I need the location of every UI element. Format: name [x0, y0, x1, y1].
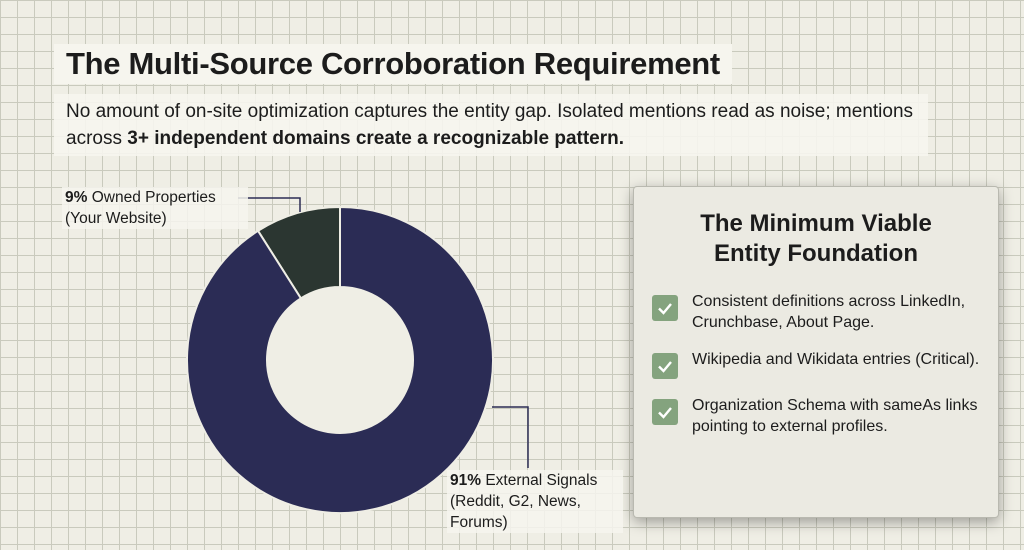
check-mark	[658, 361, 672, 373]
value-label: 91%	[450, 472, 482, 489]
panel: The Minimum Viable Entity Foundation Con…	[633, 186, 999, 518]
checklist-item: Wikipedia and Wikidata entries (Critical…	[652, 349, 982, 379]
leader-line	[238, 197, 301, 212]
item-text: Wikipedia and Wikidata entries (Critical…	[692, 351, 980, 368]
checklist: Consistent definitions across LinkedIn, …	[634, 291, 998, 437]
checklist-item: Organization Schema with sameAs links po…	[652, 395, 982, 437]
segment-label: 91% External Signals (Reddit, G2, News, …	[447, 470, 623, 533]
check-mark	[658, 303, 672, 315]
category-label: External Signals (Reddit, G2, News, Foru…	[450, 472, 598, 531]
checkbox-icon	[652, 295, 678, 321]
title: The Multi-Source Corroboration Requireme…	[54, 44, 732, 84]
item-text: Consistent definitions across LinkedIn, …	[692, 293, 966, 331]
donut-hole	[267, 287, 413, 433]
check-mark	[658, 407, 672, 419]
category-label: Owned Properties (Your Website)	[65, 189, 216, 227]
value-label: 9%	[65, 189, 88, 206]
panel-title: The Minimum Viable Entity Foundation	[700, 210, 932, 267]
segment-label: 9% Owned Properties (Your Website)	[62, 187, 248, 229]
checklist-item: Consistent definitions across LinkedIn, …	[652, 291, 982, 333]
subtitle: No amount of on-site optimization captur…	[54, 94, 928, 156]
subtitle-text: No amount of on-site optimization captur…	[66, 101, 914, 149]
subtitle-emphasis: 3+ independent domains create a recogniz…	[127, 128, 625, 149]
donut-chart	[186, 197, 529, 514]
item-text: Organization Schema with sameAs links po…	[692, 397, 978, 435]
checkbox-icon	[652, 353, 678, 379]
leader-line	[492, 406, 529, 468]
checkbox-icon	[652, 399, 678, 425]
